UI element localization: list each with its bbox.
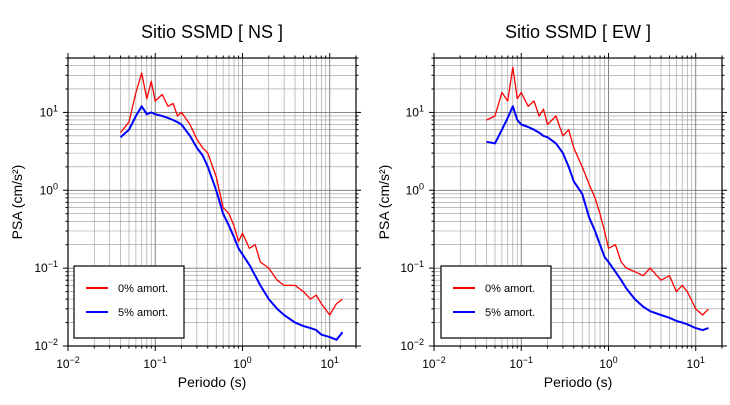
chart-panel-1: 10−2 10−1 100 101 10−2 10−1 100 101 Sitio SSMD [… [9, 22, 361, 390]
x-tick-label: 10−2 [422, 355, 446, 371]
y-tick-label: 100 [40, 181, 58, 197]
x-tick-label: 101 [321, 355, 339, 371]
series-line-5pct [119, 105, 344, 341]
series-line-0pct [486, 66, 709, 316]
legend: 0% amort. 5% amort. [73, 265, 185, 339]
y-tick-label: 10−2 [400, 337, 424, 353]
y-tick-label: 101 [406, 103, 424, 119]
x-tick-label: 100 [599, 355, 617, 371]
series-line-5pct [486, 105, 709, 332]
y-tick-label: 100 [406, 181, 424, 197]
legend-label: 5% amort. [118, 307, 168, 319]
chart-title: Sitio SSMD [ EW ] [505, 22, 651, 42]
x-axis-label: Periodo (s) [178, 374, 246, 390]
series-group [486, 66, 709, 332]
chart-title: Sitio SSMD [ NS ] [141, 22, 283, 42]
y-tick-label: 10−1 [400, 259, 424, 275]
y-tick-label: 10−2 [34, 337, 58, 353]
legend-box [440, 265, 552, 339]
y-axis-label: PSA (cm/s²) [376, 165, 392, 240]
axis-ticks [429, 53, 727, 351]
series-group [119, 72, 344, 341]
legend-label: 5% amort. [485, 307, 535, 319]
y-tick-label: 10−1 [34, 259, 58, 275]
legend: 0% amort. 5% amort. [440, 265, 552, 339]
series-line-0pct [119, 72, 343, 316]
x-tick-label: 10−2 [56, 355, 80, 371]
legend-label: 0% amort. [485, 283, 535, 295]
x-tick-label: 100 [233, 355, 251, 371]
x-tick-label: 10−1 [143, 355, 167, 371]
legend-box [73, 265, 185, 339]
x-tick-label: 101 [687, 355, 705, 371]
legend-label: 0% amort. [118, 283, 168, 295]
x-tick-label: 10−1 [509, 355, 533, 371]
chart-panel-2: 10−2 10−1 100 101 10−2 10−1 100 101 Sitio SSMD [… [376, 22, 727, 390]
y-axis-label: PSA (cm/s²) [9, 165, 25, 240]
axis-ticks [63, 53, 361, 351]
x-axis-label: Periodo (s) [544, 374, 612, 390]
y-tick-label: 101 [40, 103, 58, 119]
